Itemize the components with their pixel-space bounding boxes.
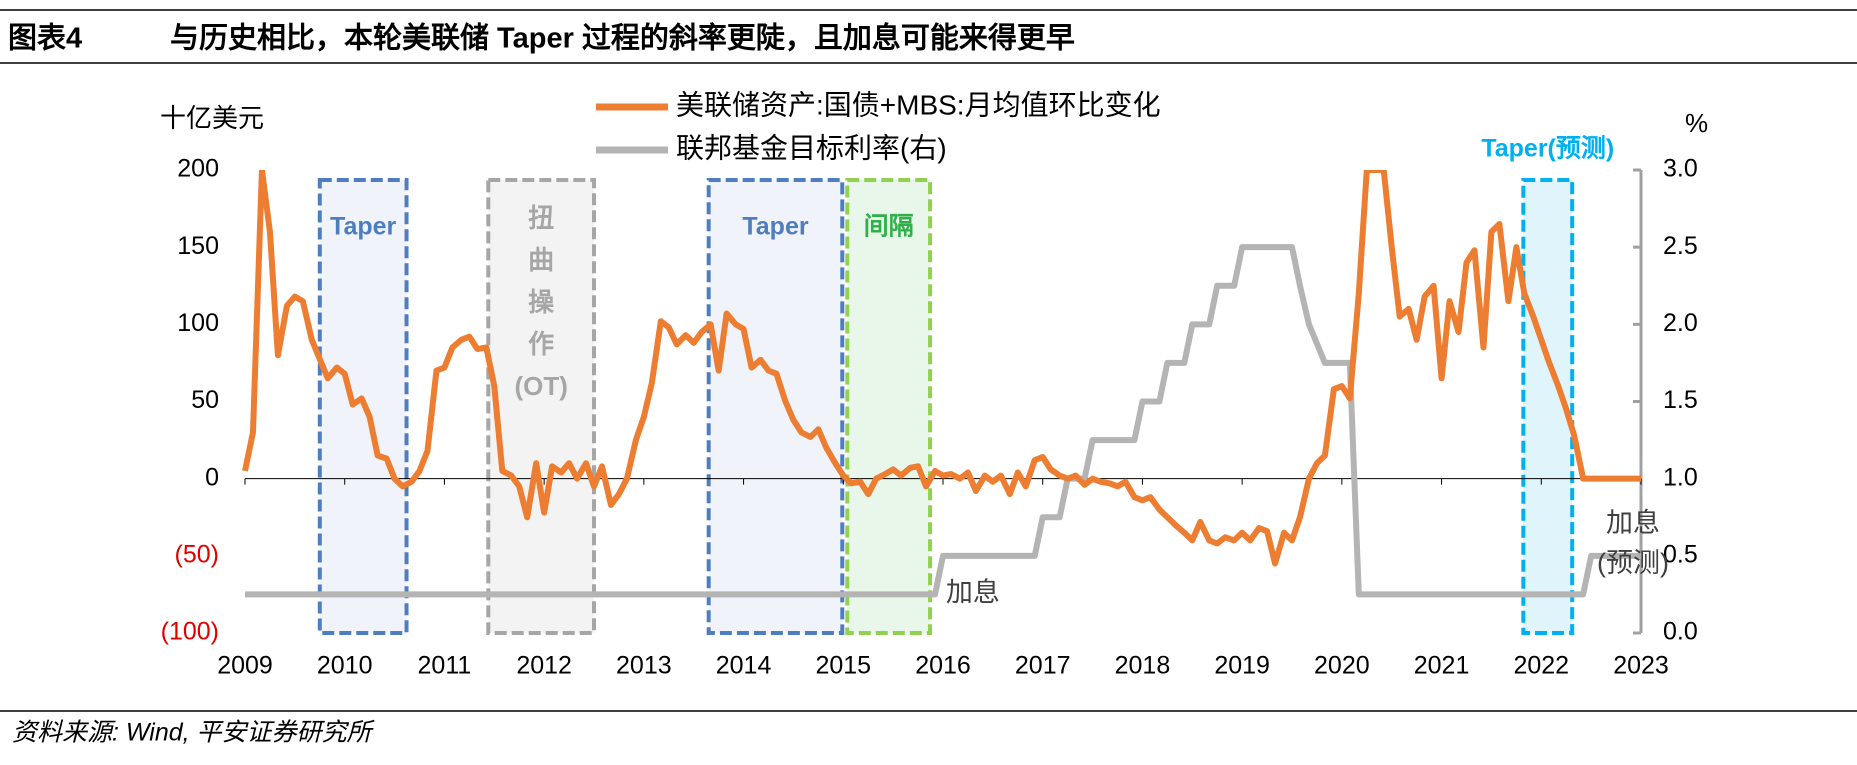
box-label: 间隔 (864, 213, 914, 241)
x-tick-label: 2022 (1513, 652, 1569, 680)
x-tick-label: 2015 (815, 652, 871, 680)
annotation: 加息 (946, 578, 1000, 608)
x-tick-label: 2019 (1214, 652, 1270, 680)
figure-label: 图表4 (8, 22, 82, 55)
x-tick-label: 2014 (716, 652, 772, 680)
box (486, 178, 596, 635)
box (845, 178, 933, 635)
legend-label: 联邦基金目标利率(右) (676, 132, 947, 163)
y-axis-label: 十亿美元 (160, 103, 264, 133)
y2-tick-label: 2.5 (1663, 232, 1698, 260)
y2-tick-label: 0.5 (1663, 540, 1698, 568)
box (706, 178, 845, 635)
box-label: Taper(预测) (1481, 135, 1614, 163)
x-tick-label: 2011 (418, 652, 472, 680)
x-tick-label: 2013 (616, 652, 672, 680)
box-label: Taper (742, 213, 808, 241)
legend-label: 美联储资产:国债+MBS:月均值环比变化 (676, 89, 1161, 120)
y2-tick-label: 2.0 (1663, 309, 1698, 337)
y-tick-label: 50 (191, 386, 219, 414)
box-label: 曲 (528, 245, 554, 275)
y-tick-label: 200 (177, 155, 219, 183)
box-label: (OT) (514, 371, 567, 401)
y2-tick-label: 1.0 (1663, 463, 1698, 491)
series-line (245, 244, 1641, 598)
x-tick-label: 2018 (1115, 652, 1171, 680)
y-tick-label: 0 (205, 463, 219, 491)
y2-axis-label: % (1685, 108, 1708, 138)
y-tick-label: (50) (175, 540, 219, 568)
box-label: 作 (528, 329, 554, 359)
x-tick-label: 2010 (317, 652, 373, 680)
annotation: (预测) (1597, 548, 1669, 578)
x-tick-label: 2009 (217, 652, 273, 680)
chart-title: 与历史相比，本轮美联储 Taper 过程的斜率更陡，且加息可能来得更早 (170, 21, 1075, 55)
y-tick-label: 150 (177, 232, 219, 260)
plot-area (242, 170, 1641, 598)
x-tick-label: 2017 (1015, 652, 1071, 680)
y-tick-label: 100 (177, 309, 219, 337)
box-label: 操 (528, 287, 555, 317)
y2-tick-label: 1.5 (1663, 386, 1698, 414)
box-label: Taper (330, 213, 396, 241)
y-tick-label: (100) (161, 618, 219, 646)
x-tick-label: 2016 (915, 652, 971, 680)
series-line (242, 170, 1641, 567)
y2-tick-label: 3.0 (1663, 155, 1698, 183)
box-label: 扭 (528, 203, 554, 233)
x-tick-label: 2020 (1314, 652, 1370, 680)
y2-tick-label: 0.0 (1663, 618, 1698, 646)
x-tick-label: 2023 (1613, 652, 1669, 680)
source: 资料来源: Wind, 平安证券研究所 (12, 719, 376, 747)
x-tick-label: 2012 (516, 652, 572, 680)
x-tick-label: 2021 (1414, 652, 1470, 680)
annotation: 加息 (1606, 508, 1660, 538)
